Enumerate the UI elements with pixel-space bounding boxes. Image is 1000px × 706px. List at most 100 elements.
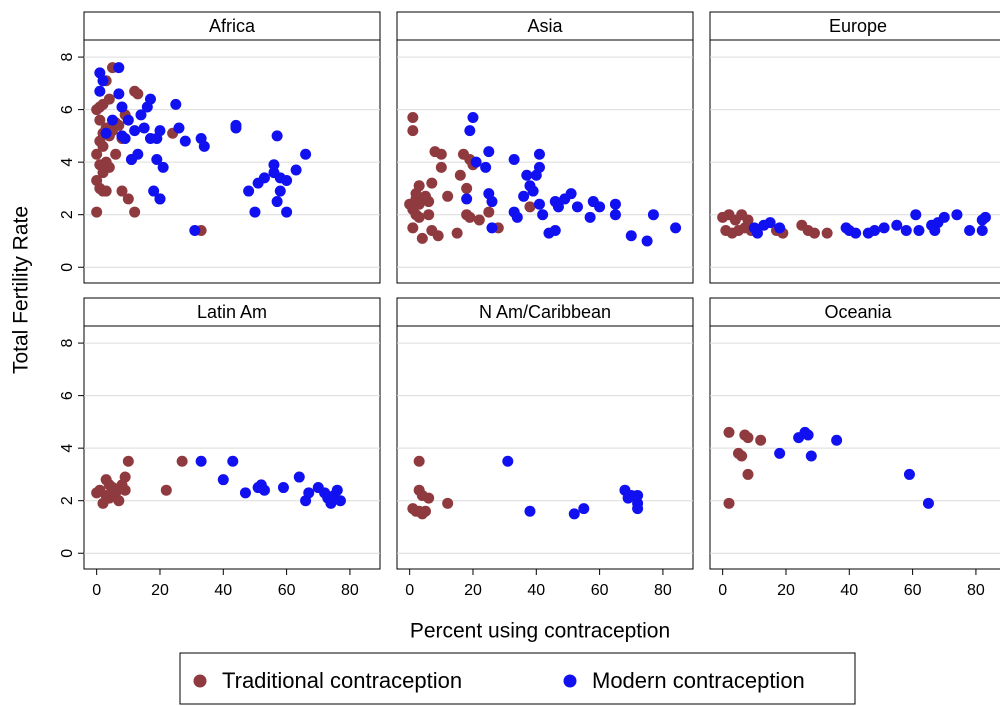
y-tick-label: 4: [59, 158, 76, 167]
point: [290, 164, 302, 176]
x-tick-label: 80: [654, 582, 672, 599]
point: [461, 193, 473, 205]
point: [632, 497, 644, 509]
point: [113, 62, 125, 74]
point: [486, 222, 498, 234]
point: [189, 224, 201, 236]
point: [922, 497, 934, 509]
y-tick-label: 2: [59, 496, 76, 505]
point: [100, 127, 112, 139]
point: [742, 432, 754, 444]
point: [480, 161, 492, 173]
panel-frame: [709, 11, 1000, 284]
x-tick-label: 0: [92, 582, 101, 599]
point: [410, 505, 422, 517]
x-tick-label: 20: [464, 582, 482, 599]
point: [116, 101, 128, 113]
panel-header: [709, 297, 1000, 327]
point: [435, 161, 447, 173]
point: [571, 201, 583, 213]
panel-header: [83, 297, 381, 327]
point: [900, 224, 912, 236]
point: [483, 146, 495, 158]
point: [549, 224, 561, 236]
point: [647, 209, 659, 221]
panel-title: Europe: [829, 16, 887, 36]
point: [331, 484, 343, 496]
point: [243, 185, 255, 197]
x-tick-label: 40: [840, 582, 858, 599]
point: [413, 455, 425, 467]
point: [723, 497, 735, 509]
x-tick-label: 20: [151, 582, 169, 599]
point: [170, 98, 182, 110]
point: [521, 169, 533, 181]
panel-header: [83, 11, 381, 41]
point: [454, 169, 466, 181]
point: [473, 214, 485, 226]
panel-title: Asia: [527, 16, 563, 36]
point: [552, 201, 564, 213]
panel-header: [396, 11, 694, 41]
point: [144, 93, 156, 105]
point: [432, 230, 444, 242]
point: [533, 148, 545, 160]
point: [97, 75, 109, 87]
panel-title: N Am/Caribbean: [479, 302, 611, 322]
point: [821, 227, 833, 239]
point: [113, 88, 125, 100]
point: [258, 172, 270, 184]
y-tick-label: 8: [59, 53, 76, 62]
point: [850, 227, 862, 239]
point: [537, 209, 549, 221]
point: [132, 148, 144, 160]
point: [442, 190, 454, 202]
point: [913, 224, 925, 236]
point: [173, 122, 185, 134]
point: [132, 88, 144, 100]
legend-marker: [193, 674, 207, 688]
point: [91, 206, 103, 218]
x-tick-label: 80: [967, 582, 985, 599]
point: [641, 235, 653, 247]
point: [533, 161, 545, 173]
point: [467, 111, 479, 123]
point: [160, 484, 172, 496]
point: [94, 114, 106, 126]
point: [502, 455, 514, 467]
point: [565, 188, 577, 200]
point: [110, 148, 122, 160]
x-tick-label: 60: [278, 582, 296, 599]
point: [964, 224, 976, 236]
point: [518, 190, 530, 202]
point: [129, 206, 141, 218]
point: [271, 130, 283, 142]
point: [122, 114, 134, 126]
panel-title: Africa: [209, 16, 256, 36]
point: [116, 185, 128, 197]
point: [594, 201, 606, 213]
point: [568, 508, 580, 520]
point: [742, 468, 754, 480]
point: [723, 426, 735, 438]
point: [119, 133, 131, 145]
point: [808, 227, 820, 239]
point: [951, 209, 963, 221]
point: [464, 125, 476, 137]
point: [670, 222, 682, 234]
point: [774, 222, 786, 234]
point: [293, 471, 305, 483]
panel-frame: [396, 297, 694, 570]
point: [426, 177, 438, 189]
point: [878, 222, 890, 234]
panel-frame: [83, 297, 381, 570]
point: [578, 503, 590, 515]
point: [423, 209, 435, 221]
x-tick-label: 60: [904, 582, 922, 599]
point: [281, 175, 293, 187]
point: [774, 447, 786, 459]
point: [239, 487, 251, 499]
point: [533, 198, 545, 210]
x-tick-label: 80: [341, 582, 359, 599]
point: [609, 209, 621, 221]
